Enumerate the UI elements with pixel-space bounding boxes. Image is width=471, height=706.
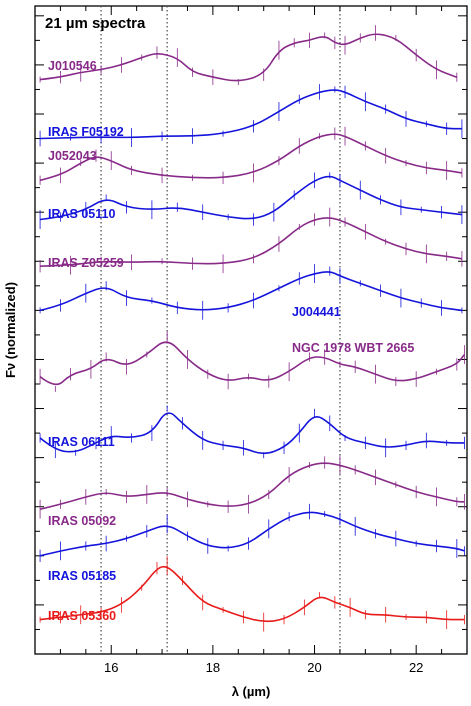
series-line [39,271,463,312]
series-label: IRAS Z05259 [48,256,124,270]
reference-lines [100,6,341,654]
series-label: J004441 [292,305,341,319]
axis-ticks: 16 18 20 22 [35,6,468,675]
series-line [39,511,465,557]
series-label: IRAS F05192 [48,125,124,139]
series-labels: J010546 IRAS F05192 J052043 IRAS 05110 IRAS … [48,59,414,623]
series-label: IRAS 05092 [48,514,116,528]
series-line [40,33,458,82]
series-label: J010546 [48,59,97,73]
series-line [39,341,466,386]
series-line [39,462,465,510]
series-line [40,217,463,267]
series-label: NGC 1978 WBT 2665 [292,341,414,355]
series-line [40,89,462,140]
plot-frame [34,5,468,655]
y-axis-label: Fν (normalized) [3,282,18,378]
series-label: IRAS 06111 [48,435,115,449]
series-line [40,175,462,221]
series-layer [39,25,466,632]
series-label: J052043 [48,149,97,163]
x-tick-label: 22 [409,660,423,675]
series-line [39,412,465,455]
series-line [39,133,463,182]
chart-title: 21 µm spectra [45,15,146,32]
x-axis-label: λ (µm) [232,684,271,699]
series-label: IRAS 05185 [48,569,116,583]
x-tick-label: 20 [307,660,321,675]
series-line [40,565,465,623]
series-label: IRAS 05360 [48,609,116,623]
x-tick-label: 18 [206,660,220,675]
x-tick-label: 16 [104,660,118,675]
series-label: IRAS 05110 [48,207,115,221]
